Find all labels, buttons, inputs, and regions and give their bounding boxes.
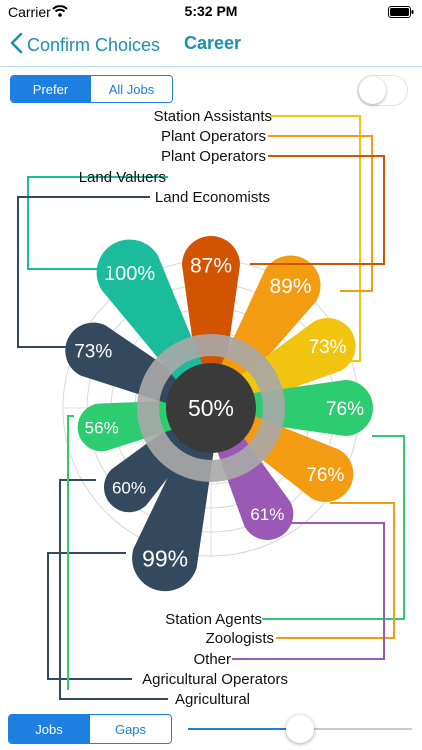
- petal-value-label: 76%: [326, 399, 364, 420]
- connector-land-economists: [17, 196, 150, 348]
- page-title: Career: [184, 33, 242, 53]
- inner-band: [137, 334, 285, 482]
- segment-prefer[interactable]: Prefer: [11, 76, 90, 102]
- connector-plant-operators-1: [268, 135, 373, 292]
- wifi-icon: [52, 4, 68, 20]
- bottom-category-label: Agricultural: [175, 691, 250, 708]
- petal-value-label: 61%: [250, 505, 284, 524]
- connector-other: [232, 522, 385, 660]
- status-bar: Carrier 5:32 PM: [0, 0, 422, 24]
- toggle-switch[interactable]: [357, 75, 408, 106]
- connector-land-valuers: [27, 176, 168, 270]
- petal-value-label: 60%: [112, 478, 146, 497]
- top-category-label: Plant Operators: [161, 128, 266, 145]
- clock: 5:32 PM: [184, 3, 238, 19]
- segment-gaps[interactable]: Gaps: [89, 715, 171, 743]
- connector-agricultural: [59, 479, 168, 700]
- top-category-label: Plant Operators: [161, 148, 266, 165]
- petal-value-label: 56%: [85, 418, 119, 437]
- toggle-knob: [359, 77, 386, 104]
- top-category-label: Station Assistants: [154, 108, 272, 125]
- slider-track-filled: [188, 728, 300, 730]
- battery-icon: [388, 5, 414, 21]
- center-circle: [166, 363, 256, 453]
- connector-56: [67, 415, 74, 690]
- petal-value-label: 99%: [142, 545, 188, 571]
- petal-value-label: 73%: [74, 341, 112, 362]
- petal-value-label: 100%: [104, 263, 155, 285]
- prefer-alljobs-segmented-control: Prefer All Jobs: [10, 75, 173, 103]
- petal-value-label: 87%: [190, 255, 232, 278]
- connector-station-agents: [262, 435, 405, 620]
- slider-track: [300, 728, 412, 730]
- petal-value-label: 76%: [306, 465, 344, 486]
- connector-plant-operators-2: [250, 155, 385, 265]
- segment-jobs[interactable]: Jobs: [9, 715, 89, 743]
- top-category-label: Land Valuers: [79, 169, 166, 186]
- jobs-gaps-segmented-control: Jobs Gaps: [8, 714, 172, 744]
- slider-thumb[interactable]: [286, 715, 314, 743]
- chevron-left-icon: [10, 32, 23, 59]
- bottom-category-label: Station Agents: [165, 611, 262, 628]
- petal-value-label: 73%: [309, 337, 347, 358]
- navigation-bar: Confirm Choices Career: [0, 24, 422, 67]
- carrier-label: Carrier: [8, 4, 51, 20]
- bottom-category-label: Agricultural Operators: [142, 671, 288, 688]
- connector-station-assistants: [270, 115, 361, 362]
- center-value-label: 50%: [188, 395, 234, 421]
- petal-value-label: 89%: [270, 275, 312, 298]
- career-radial-chart: 87% 89% 73% 76% 76% 61% 99% 60% 56% 73% 100% 50% Sta…: [17, 108, 405, 708]
- back-button-label: Confirm Choices: [27, 35, 161, 55]
- zoom-slider[interactable]: [188, 714, 412, 744]
- bottom-category-label: Zoologists: [206, 630, 274, 647]
- connector-agricultural-operators: [47, 552, 132, 680]
- back-button[interactable]: Confirm Choices: [10, 32, 160, 59]
- petal: [132, 405, 220, 592]
- bottom-category-label: Other: [193, 651, 231, 668]
- connector-zoologists: [276, 502, 395, 639]
- segment-all-jobs[interactable]: All Jobs: [90, 76, 172, 102]
- top-category-label: Land Economists: [155, 189, 270, 206]
